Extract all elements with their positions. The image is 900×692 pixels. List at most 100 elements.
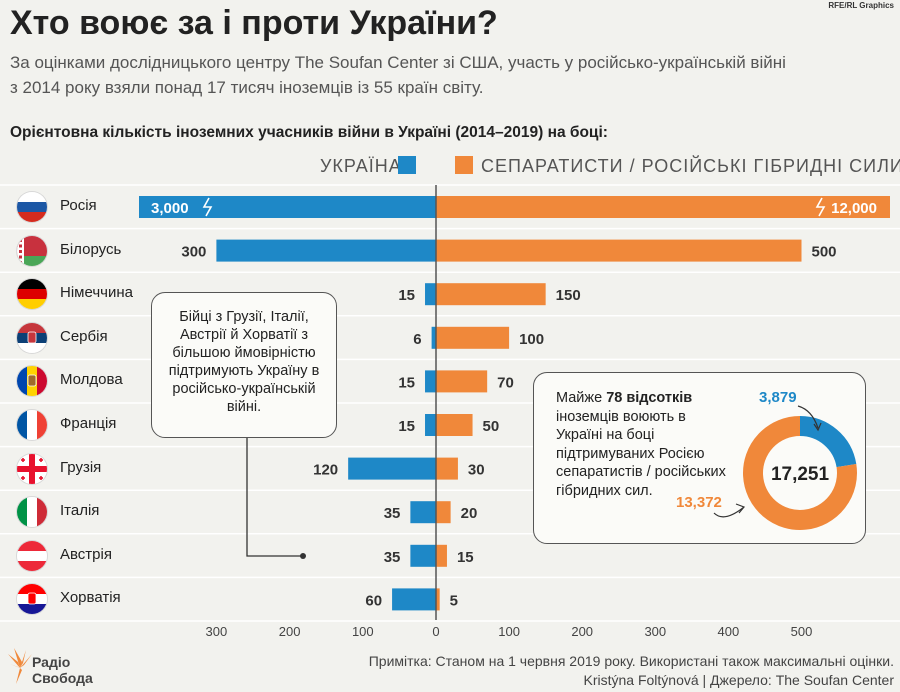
bar-label-separatists: 70 xyxy=(497,374,514,391)
country-name: Грузія xyxy=(60,458,102,476)
bar-separatists xyxy=(436,196,890,218)
donut-slice-ukraine xyxy=(799,416,857,468)
bar-separatists xyxy=(436,326,510,349)
bar-separatists xyxy=(436,457,458,480)
axis-tick-label: 300 xyxy=(206,624,228,639)
logo-line-2: Свобода xyxy=(32,670,93,686)
flag-icon xyxy=(17,410,47,440)
bar-label-ukraine: 35 xyxy=(384,549,401,566)
bar-ukraine xyxy=(216,239,436,262)
country-name: Німеччина xyxy=(60,284,133,302)
bar-label-separatists: 15 xyxy=(457,549,474,566)
bar-label-separatists: 150 xyxy=(556,287,581,304)
axis-tick-label: 500 xyxy=(791,624,813,639)
flag-icon xyxy=(17,322,47,353)
flag-icon xyxy=(17,584,47,615)
arrow-head-icon xyxy=(813,422,822,432)
bar-label-ukraine: 120 xyxy=(313,462,338,479)
bar-label-ukraine: 6 xyxy=(413,331,421,348)
bar-label-ukraine: 35 xyxy=(384,505,401,522)
country-name: Сербія xyxy=(60,327,108,345)
bar-label-ukraine: 300 xyxy=(181,244,206,261)
logo-text: Радіо Свобода xyxy=(32,654,93,686)
country-name: Росія xyxy=(60,197,97,214)
country-name: Австрія xyxy=(60,545,112,563)
bar-separatists xyxy=(436,239,802,262)
bar-separatists xyxy=(436,283,546,306)
axis-break-icon xyxy=(815,197,826,217)
flag-icon xyxy=(17,497,47,528)
callout-leader-dot xyxy=(300,553,306,559)
country-name: Хорватія xyxy=(60,589,121,607)
axis-tick-label: 200 xyxy=(279,624,301,639)
bar-ukraine xyxy=(431,326,436,349)
donut-labels: 3,879 13,372 xyxy=(676,389,822,518)
donut-label-arrow xyxy=(797,405,819,429)
axis-break-icon xyxy=(202,197,213,217)
legend-separatists-swatch xyxy=(455,156,473,174)
graphics-credit: RFE/RL Graphics xyxy=(828,1,894,10)
bar-separatists xyxy=(436,414,473,436)
subtitle-line-1: За оцінками дослідницького центру The So… xyxy=(10,53,786,72)
bar-label-separatists: 5 xyxy=(450,592,458,609)
bar-ukraine xyxy=(392,588,436,611)
bar-ukraine xyxy=(139,196,436,218)
bar-label-ukraine: 3,000 xyxy=(151,200,189,217)
flag-icon xyxy=(17,192,47,222)
bar-ukraine xyxy=(348,457,436,480)
bar-separatists xyxy=(436,588,440,611)
flag-icon xyxy=(17,279,47,310)
bar-ukraine xyxy=(410,501,436,524)
bar-ukraine xyxy=(425,370,436,393)
donut-total: 17,251 xyxy=(771,464,830,485)
callout-leader-line xyxy=(246,438,302,557)
donut-label-ukraine: 3,879 xyxy=(759,389,797,406)
bar-separatists xyxy=(436,544,447,567)
bar-label-separatists: 20 xyxy=(461,505,478,522)
bar-label-separatists: 100 xyxy=(519,331,544,348)
section-title: Орієнтовна кількість іноземних учасників… xyxy=(10,124,608,141)
bar-label-separatists: 30 xyxy=(468,462,485,479)
country-name: Білорусь xyxy=(60,240,122,258)
flag-icon xyxy=(17,366,47,397)
axis-tick-label: 0 xyxy=(432,624,439,639)
footnote: Примітка: Станом на 1 червня 2019 року. … xyxy=(368,653,894,669)
logo-line-1: Радіо xyxy=(32,654,71,670)
callout-note: Бійці з Грузії, Італії, Австрії й Хорват… xyxy=(151,292,337,438)
country-name: Молдова xyxy=(60,371,123,389)
legend-separatists: СЕПАРАТИСТИ / РОСІЙСЬКІ ГІБРИДНІ СИЛИ xyxy=(481,155,900,176)
donut-slice-separatists xyxy=(743,416,857,530)
axis-tick-label: 100 xyxy=(498,624,520,639)
bar-label-separatists: 50 xyxy=(483,418,500,435)
donut-chart: 17,251 xyxy=(743,416,857,530)
bar-ukraine xyxy=(425,414,436,436)
bar-separatists xyxy=(436,370,488,393)
source-credit: Kristýna Foltýnová | Джерело: The Soufan… xyxy=(583,672,894,688)
flag-icon xyxy=(17,540,47,571)
bar-label-separatists: 12,000 xyxy=(831,200,877,217)
legend-ukraine-swatch xyxy=(398,156,416,174)
bar-ukraine xyxy=(425,283,436,306)
bar-label-separatists: 500 xyxy=(812,244,837,261)
bar-label-ukraine: 60 xyxy=(365,592,382,609)
bar-ukraine xyxy=(410,544,436,567)
axis-tick-label: 200 xyxy=(571,624,593,639)
radio-svoboda-logo-icon xyxy=(8,648,32,684)
flag-icon xyxy=(17,235,47,266)
donut-label-arrow xyxy=(713,506,745,518)
bar-label-ukraine: 15 xyxy=(398,287,415,304)
country-name: Франція xyxy=(60,415,117,432)
page-title: Хто воює за і проти України? xyxy=(10,4,498,42)
bar-label-ukraine: 15 xyxy=(398,374,415,391)
flag-icon xyxy=(17,453,47,484)
bar-separatists xyxy=(436,501,451,524)
donut-label-separatists: 13,372 xyxy=(676,494,722,511)
arrow-head-icon xyxy=(735,503,746,514)
bar-label-ukraine: 15 xyxy=(398,418,415,435)
subtitle-line-2: з 2014 року взяли понад 17 тисяч іноземц… xyxy=(10,78,484,97)
legend-ukraine: УКРАЇНА xyxy=(320,156,402,176)
axis-tick-label: 400 xyxy=(718,624,740,639)
donut-description: Майже 78 відсотків іноземців воюють в Ук… xyxy=(556,390,726,499)
country-name: Італія xyxy=(60,502,100,520)
